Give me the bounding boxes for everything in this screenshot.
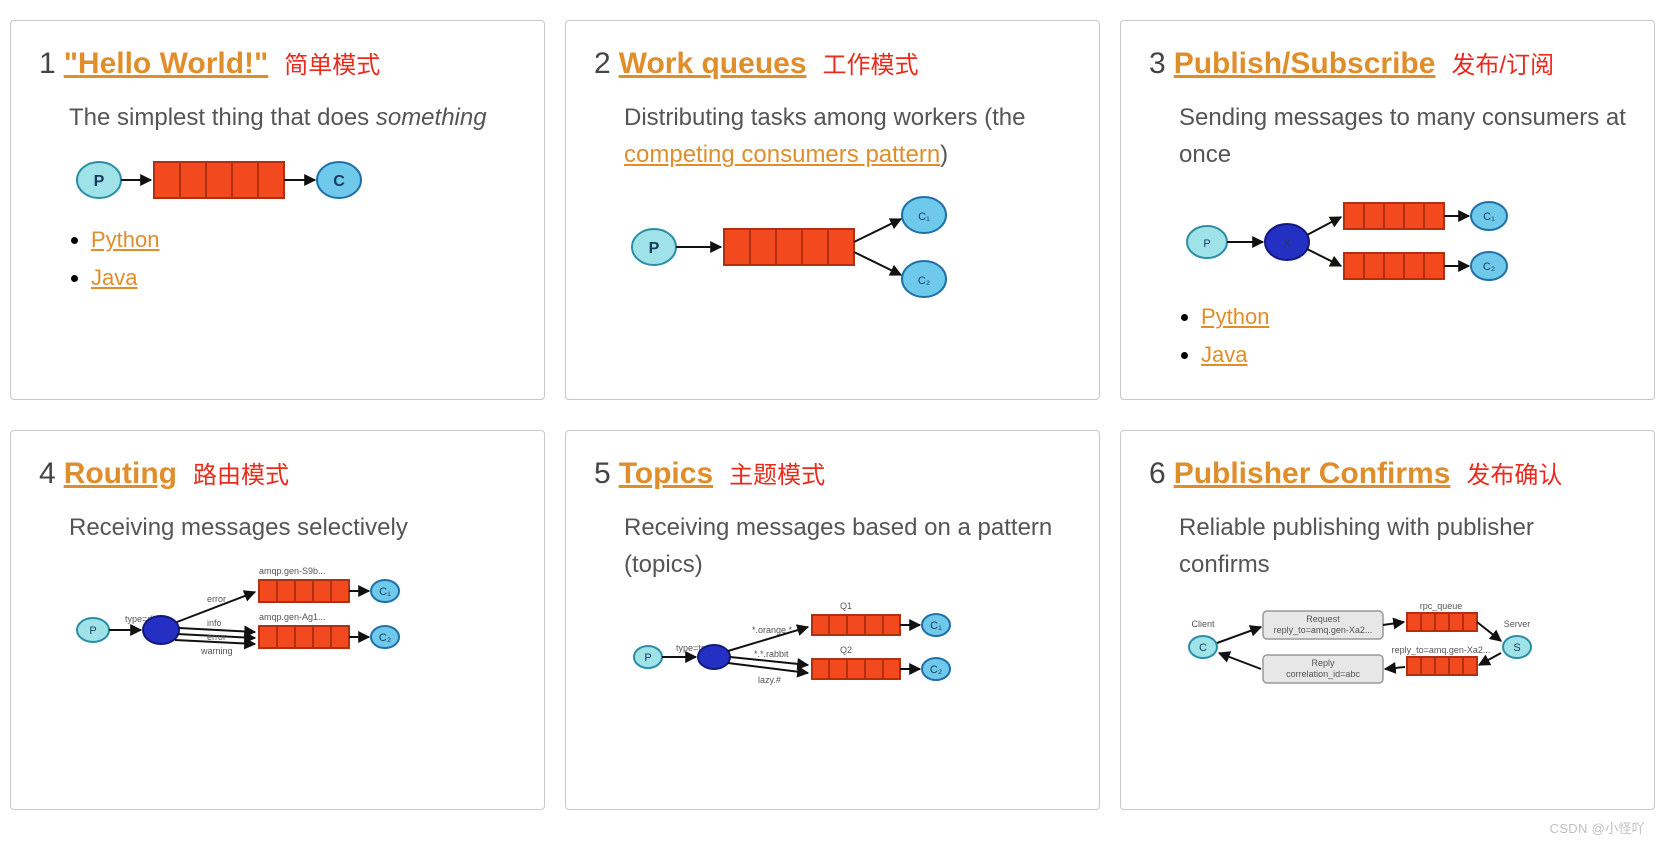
card-annotation: 主题模式 xyxy=(729,455,825,490)
svg-text:amqp.gen-Ag1...: amqp.gen-Ag1... xyxy=(259,612,326,622)
svg-text:reply_to=amq.gen-Xa2...: reply_to=amq.gen-Xa2... xyxy=(1274,625,1373,635)
diagram-routing: P type=direct amqp.gen-S9b... amqp.gen-A… xyxy=(69,560,516,670)
competing-consumers-link[interactable]: competing consumers pattern xyxy=(624,141,940,168)
svg-text:Q1: Q1 xyxy=(840,601,852,611)
svg-text:C₁: C₁ xyxy=(379,586,391,598)
svg-text:C₁: C₁ xyxy=(930,620,942,632)
svg-text:C₂: C₂ xyxy=(918,275,930,287)
card-description: The simplest thing that does something xyxy=(69,99,516,136)
lang-item: Java xyxy=(1201,342,1626,368)
card-description: Distributing tasks among workers (the co… xyxy=(624,99,1071,173)
card-number: 5 xyxy=(594,457,611,491)
card-annotation: 发布/订阅 xyxy=(1451,45,1554,80)
svg-text:C₂: C₂ xyxy=(1483,261,1495,273)
card-number: 3 xyxy=(1149,47,1166,81)
lang-link-python[interactable]: Python xyxy=(1201,304,1270,329)
card-publisher-confirms: 6 Publisher Confirms 发布确认 Reliable publi… xyxy=(1120,430,1655,810)
lang-item: Python xyxy=(1201,304,1626,330)
card-title-link[interactable]: Publish/Subscribe xyxy=(1174,47,1436,81)
card-work-queues: 2 Work queues 工作模式 Distributing tasks am… xyxy=(565,20,1100,400)
lang-link-java[interactable]: Java xyxy=(1201,342,1247,367)
lang-link-java[interactable]: Java xyxy=(91,265,137,290)
svg-text:P: P xyxy=(94,173,105,190)
language-list: Python Java xyxy=(1185,304,1626,368)
svg-text:Client: Client xyxy=(1191,619,1215,629)
diagram-work-queues: P C₁ C₂ xyxy=(624,187,1071,307)
svg-text:C₂: C₂ xyxy=(379,632,391,644)
diagram-topics: P type=topic Q1 Q2 C₁ C₂ *.orange.* *.*.… xyxy=(624,597,1071,697)
svg-text:warning: warning xyxy=(200,646,233,656)
lang-item: Java xyxy=(91,265,516,291)
svg-text:C: C xyxy=(1199,642,1207,654)
card-annotation: 发布确认 xyxy=(1466,455,1562,490)
svg-text:C₁: C₁ xyxy=(918,211,930,223)
svg-text:P: P xyxy=(649,240,660,257)
svg-text:Request: Request xyxy=(1306,614,1340,624)
svg-text:P: P xyxy=(89,625,96,637)
card-publish-subscribe: 3 Publish/Subscribe 发布/订阅 Sending messag… xyxy=(1120,20,1655,400)
card-number: 6 xyxy=(1149,457,1166,491)
card-description: Receiving messages selectively xyxy=(69,509,516,546)
svg-text:Server: Server xyxy=(1504,619,1531,629)
svg-text:P: P xyxy=(644,652,651,664)
svg-text:lazy.#: lazy.# xyxy=(758,675,781,685)
svg-text:error: error xyxy=(207,594,226,604)
diagram-publisher-confirms: Client C Server S Request reply_to=amq.g… xyxy=(1179,597,1626,697)
diagram-hello-world: P C xyxy=(69,150,516,215)
svg-text:C₁: C₁ xyxy=(1483,211,1495,223)
svg-text:*.orange.*: *.orange.* xyxy=(752,625,793,635)
svg-text:amqp.gen-S9b...: amqp.gen-S9b... xyxy=(259,566,326,576)
svg-text:Q2: Q2 xyxy=(840,645,852,655)
language-list: Python Java xyxy=(75,227,516,291)
lang-item: Python xyxy=(91,227,516,253)
card-routing: 4 Routing 路由模式 Receiving messages select… xyxy=(10,430,545,810)
card-annotation: 简单模式 xyxy=(284,45,380,80)
svg-text:S: S xyxy=(1513,642,1520,654)
svg-text:X: X xyxy=(1283,238,1291,250)
svg-text:reply_to=amq.gen-Xa2...: reply_to=amq.gen-Xa2... xyxy=(1392,645,1491,655)
svg-text:C: C xyxy=(333,173,345,190)
svg-text:error: error xyxy=(207,632,226,642)
card-title-link[interactable]: Routing xyxy=(64,457,177,491)
card-grid: 1 "Hello World!" 简单模式 The simplest thing… xyxy=(0,0,1665,830)
lang-link-python[interactable]: Python xyxy=(91,227,160,252)
watermark: CSDN @小怪吖 xyxy=(1550,818,1645,837)
svg-text:C₂: C₂ xyxy=(930,664,942,676)
diagram-pubsub: P X C₁ C₂ xyxy=(1179,187,1626,292)
card-topics: 5 Topics 主题模式 Receiving messages based o… xyxy=(565,430,1100,810)
card-number: 4 xyxy=(39,457,56,491)
card-number: 1 xyxy=(39,47,56,81)
card-title-link[interactable]: Topics xyxy=(619,457,713,491)
card-title-link[interactable]: Work queues xyxy=(619,47,807,81)
card-description: Sending messages to many consumers at on… xyxy=(1179,99,1626,173)
svg-text:P: P xyxy=(1203,238,1210,250)
card-description: Receiving messages based on a pattern (t… xyxy=(624,509,1071,583)
svg-text:correlation_id=abc: correlation_id=abc xyxy=(1286,669,1360,679)
svg-text:Reply: Reply xyxy=(1311,658,1335,668)
card-title-link[interactable]: "Hello World!" xyxy=(64,47,269,81)
svg-text:*.*.rabbit: *.*.rabbit xyxy=(754,649,789,659)
card-number: 2 xyxy=(594,47,611,81)
card-description: Reliable publishing with publisher confi… xyxy=(1179,509,1626,583)
svg-text:rpc_queue: rpc_queue xyxy=(1420,601,1463,611)
card-title-link[interactable]: Publisher Confirms xyxy=(1174,457,1451,491)
card-hello-world: 1 "Hello World!" 简单模式 The simplest thing… xyxy=(10,20,545,400)
card-annotation: 工作模式 xyxy=(823,45,919,80)
svg-text:info: info xyxy=(207,618,222,628)
card-annotation: 路由模式 xyxy=(193,455,289,490)
